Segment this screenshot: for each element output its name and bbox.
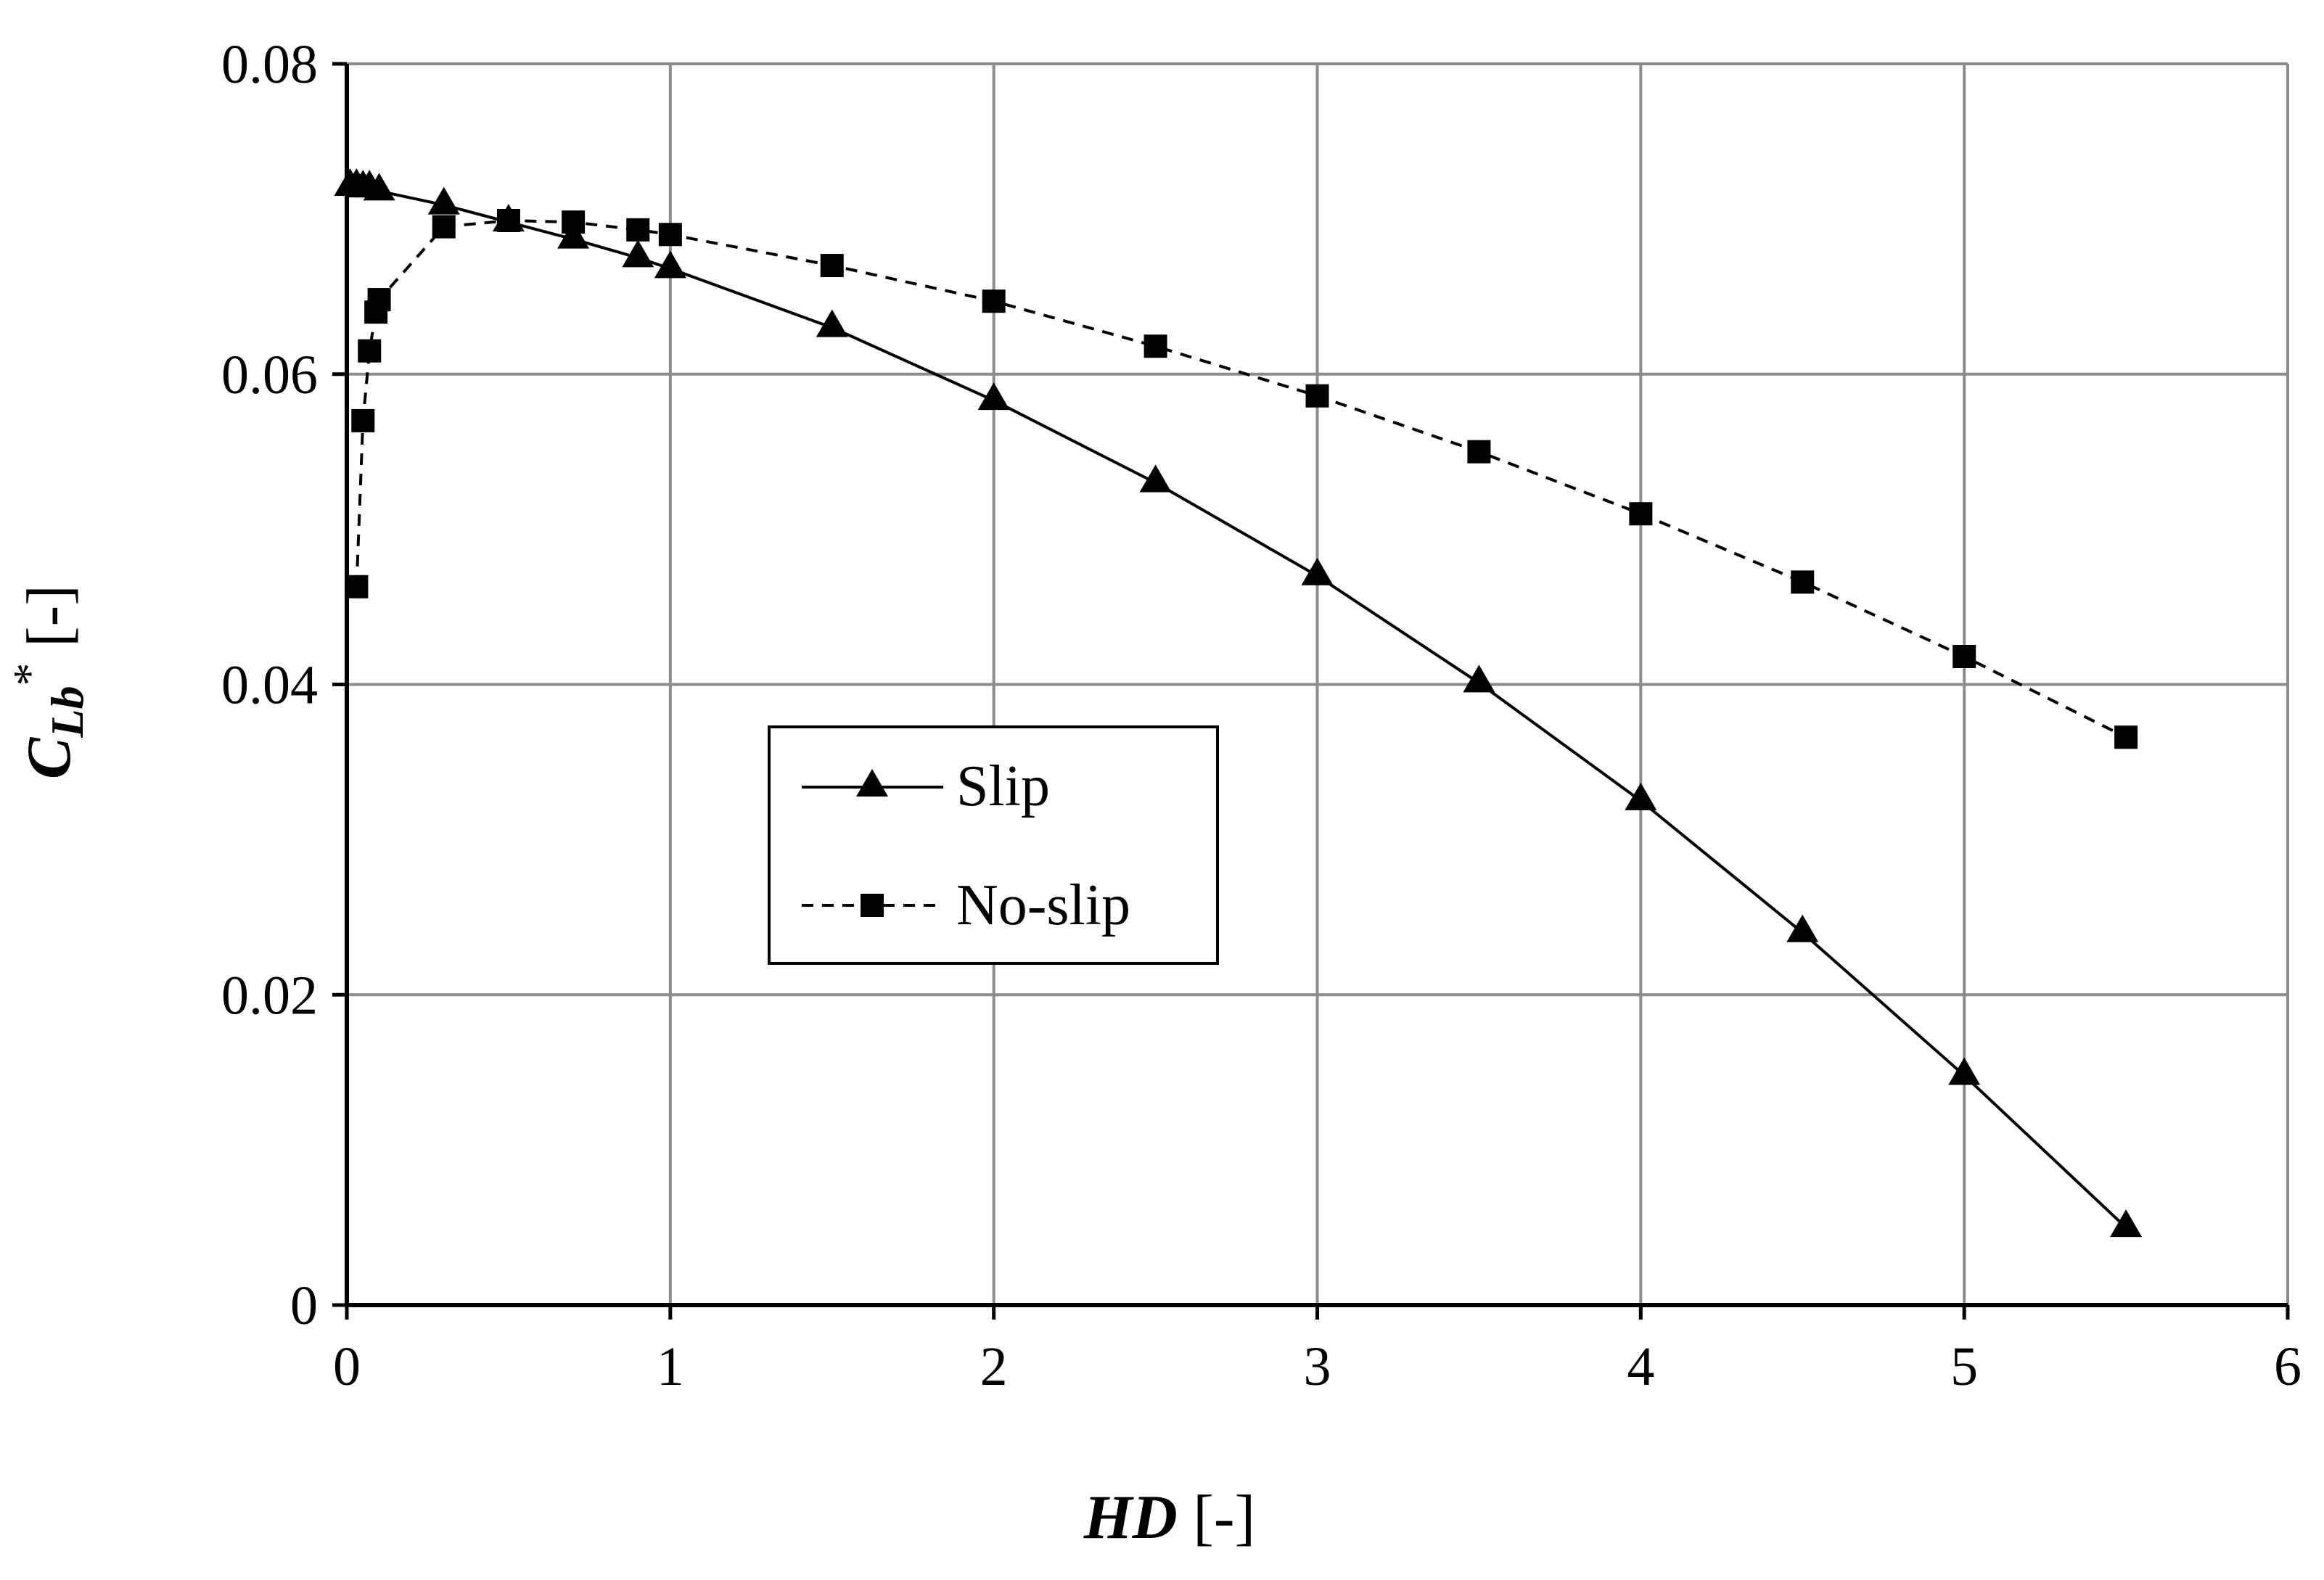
data-point-slip — [1625, 782, 1657, 810]
y-tick-label: 0.04 — [221, 655, 318, 716]
tick-labels: 0 1 2 3 4 5 6 0 0.02 0.04 0.06 0.08 — [221, 34, 2302, 1397]
data-point-noslip — [1791, 570, 1815, 594]
x-tick-label: 6 — [2274, 1336, 2302, 1397]
data-point-slip — [1139, 464, 1172, 493]
data-point-slip — [816, 309, 848, 337]
legend: Slip No-slip — [768, 725, 1219, 965]
y-tick-label: 0.02 — [221, 965, 318, 1026]
data-point-slip — [2110, 1209, 2143, 1238]
y-axis-title-sup: * — [4, 662, 55, 686]
data-point-noslip — [820, 254, 844, 278]
y-axis-title-sub: Lb — [41, 686, 93, 738]
legend-label-slip: Slip — [956, 754, 1050, 818]
data-point-noslip — [1143, 334, 1167, 358]
x-axis-title: HD [-] — [1083, 1482, 1255, 1552]
x-tick-label: 5 — [1950, 1336, 1978, 1397]
data-point-noslip — [626, 218, 650, 242]
y-tick-label: 0.06 — [221, 345, 318, 406]
series-line-slip — [350, 185, 2127, 1229]
series — [334, 168, 2143, 1238]
legend-box — [768, 725, 1219, 965]
data-point-slip — [1463, 664, 1495, 693]
x-tick-label: 4 — [1627, 1336, 1654, 1397]
data-point-slip — [1948, 1057, 1981, 1085]
data-point-slip — [1786, 914, 1819, 942]
data-point-noslip — [658, 223, 682, 247]
legend-marker-slip — [856, 769, 888, 797]
data-point-slip — [1301, 557, 1334, 585]
y-axis-title-unit: [-] — [14, 585, 83, 662]
data-point-slip — [363, 173, 395, 201]
legend-marker-noslip — [861, 894, 884, 917]
y-tick-label: 0.08 — [221, 34, 318, 95]
data-point-noslip — [1305, 384, 1329, 408]
data-point-noslip — [562, 210, 586, 234]
x-tick-label: 2 — [980, 1336, 1008, 1397]
data-point-noslip — [1629, 502, 1653, 526]
data-point-noslip — [1953, 645, 1976, 669]
data-point-noslip — [367, 288, 391, 312]
data-point-noslip — [358, 339, 382, 363]
data-point-noslip — [1467, 440, 1491, 464]
legend-label-noslip: No-slip — [956, 873, 1130, 937]
x-axis-title-main: HD — [1083, 1482, 1178, 1552]
data-point-noslip — [432, 215, 456, 239]
data-point-noslip — [351, 408, 375, 432]
y-tick-label: 0 — [290, 1275, 318, 1336]
data-point-slip — [427, 186, 460, 215]
series-line-noslip — [355, 219, 2127, 738]
series-slip — [334, 168, 2143, 1238]
y-axis-title-main: C — [14, 736, 83, 779]
data-point-noslip — [345, 575, 369, 598]
data-point-slip — [654, 250, 686, 279]
x-tick-label: 0 — [333, 1336, 361, 1397]
x-tick-label: 3 — [1304, 1336, 1331, 1397]
data-point-noslip — [496, 209, 520, 233]
data-point-noslip — [982, 289, 1006, 313]
grid — [347, 62, 2289, 1305]
y-axis-title: CLb* [-] — [4, 585, 93, 779]
data-point-noslip — [2114, 725, 2138, 749]
x-axis-title-unit: [-] — [1178, 1482, 1255, 1552]
data-point-slip — [622, 239, 654, 268]
axes — [332, 62, 2290, 1320]
x-tick-label: 1 — [657, 1336, 684, 1397]
data-point-slip — [557, 221, 590, 249]
data-point-slip — [977, 382, 1010, 411]
series-noslip — [345, 209, 2138, 749]
